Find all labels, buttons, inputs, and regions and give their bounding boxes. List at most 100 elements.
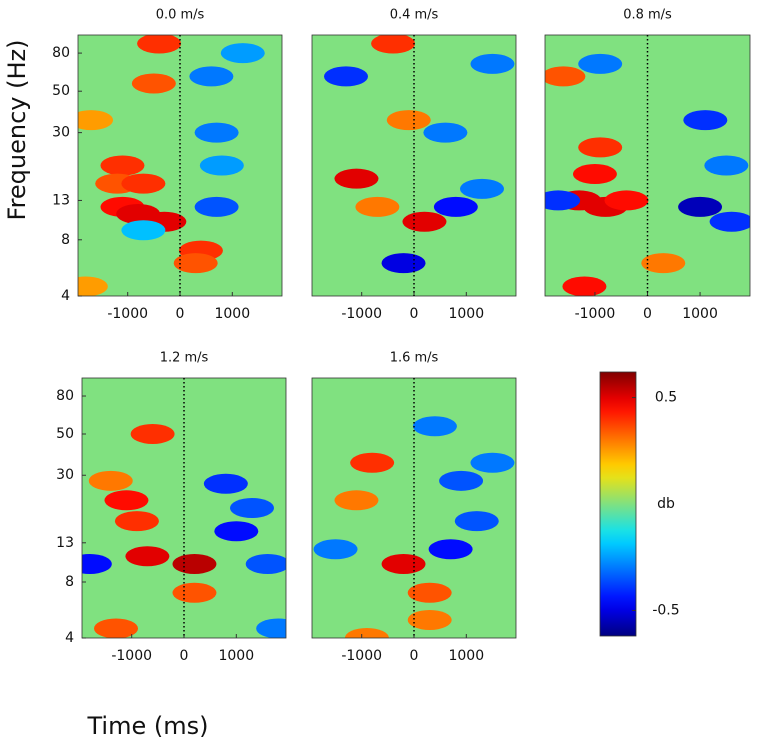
panel-title: 1.6 m/s xyxy=(390,351,439,366)
heat-blob xyxy=(572,164,617,185)
y-tick-label: 30 xyxy=(56,467,74,483)
heat-blob xyxy=(334,168,379,189)
y-tick-label: 80 xyxy=(56,388,74,404)
heat-blob xyxy=(88,470,133,491)
heat-blob xyxy=(386,110,431,131)
heat-blob xyxy=(78,110,114,131)
heat-blob xyxy=(121,173,166,194)
heat-blob xyxy=(194,122,239,143)
heat-blob xyxy=(114,511,159,532)
heat-blob xyxy=(604,190,649,211)
x-tick-label: 1000 xyxy=(448,648,484,664)
heat-blob xyxy=(313,539,358,560)
panel-title: 1.2 m/s xyxy=(160,351,209,366)
x-tick-label: 0 xyxy=(176,306,185,322)
heat-blob xyxy=(460,178,504,199)
heat-blob xyxy=(214,521,259,542)
heat-blob xyxy=(562,276,607,296)
heat-blob xyxy=(104,490,149,511)
heat-blob xyxy=(709,211,750,232)
x-axis-label: Time (ms) xyxy=(87,712,209,740)
heat-blob xyxy=(578,137,623,158)
heat-blob xyxy=(172,582,217,603)
y-tick-label: 8 xyxy=(65,574,74,590)
heat-blob xyxy=(137,35,182,54)
heat-blob xyxy=(230,498,274,518)
x-tick-label: 1000 xyxy=(214,306,250,322)
y-tick-label: 13 xyxy=(52,192,70,208)
x-tick-label: -1000 xyxy=(111,648,152,664)
heat-blob xyxy=(454,511,499,532)
heat-blob xyxy=(100,155,145,176)
panel-title: 0.8 m/s xyxy=(623,8,672,23)
heat-blob xyxy=(94,618,138,638)
y-tick-label: 50 xyxy=(56,426,74,442)
heat-blob xyxy=(189,66,234,87)
heat-blob xyxy=(350,452,395,473)
heat-blob xyxy=(199,155,244,176)
heat-blob xyxy=(423,122,468,143)
heat-blob xyxy=(78,276,108,296)
x-tick-label: 1000 xyxy=(448,306,484,322)
heat-blob xyxy=(439,470,484,491)
x-tick-label: 0 xyxy=(410,306,419,322)
heat-blob xyxy=(172,553,217,574)
heat-blob xyxy=(578,53,623,74)
y-tick-label: 13 xyxy=(56,535,74,551)
heat-blob xyxy=(125,546,170,567)
y-tick-label: 4 xyxy=(61,288,70,304)
y-tick-label: 50 xyxy=(52,83,70,99)
x-tick-label: -1000 xyxy=(341,648,382,664)
x-tick-label: 0 xyxy=(180,648,189,664)
colorbar-label: db xyxy=(657,496,675,512)
heat-blob xyxy=(121,220,166,241)
heat-blob xyxy=(678,196,723,217)
heat-blob xyxy=(641,253,686,274)
heat-blob xyxy=(470,452,515,473)
heat-blob xyxy=(412,416,457,437)
colorbar-tick-label: -0.5 xyxy=(652,602,679,618)
x-tick-label: 0 xyxy=(643,306,652,322)
heat-blob xyxy=(256,618,286,638)
heat-blob xyxy=(704,155,749,176)
heat-blob xyxy=(433,196,478,217)
heat-blob xyxy=(407,609,452,630)
x-tick-label: -1000 xyxy=(575,306,616,322)
y-tick-label: 4 xyxy=(65,630,74,646)
heat-blob xyxy=(82,553,112,574)
heat-blob xyxy=(407,582,452,603)
heat-blob xyxy=(334,490,379,511)
heatmap xyxy=(313,416,515,638)
heatmap xyxy=(324,35,515,274)
heat-blob xyxy=(470,53,515,74)
heat-blob xyxy=(203,473,248,494)
heat-blob xyxy=(194,196,239,217)
heat-blob xyxy=(130,423,175,444)
heat-blob xyxy=(683,110,728,131)
y-axis-label: Frequency (Hz) xyxy=(3,40,31,221)
heat-blob xyxy=(402,211,447,232)
heat-blob xyxy=(220,43,265,64)
x-tick-label: 1000 xyxy=(682,306,718,322)
heat-blob xyxy=(545,190,581,211)
y-tick-label: 8 xyxy=(61,232,70,248)
y-tick-label: 80 xyxy=(52,45,70,61)
heat-blob xyxy=(245,553,286,574)
heat-blob xyxy=(344,628,389,638)
heat-blob xyxy=(381,553,426,574)
x-tick-label: -1000 xyxy=(341,306,382,322)
heat-blob xyxy=(355,196,400,217)
heatmap xyxy=(78,35,265,296)
x-tick-label: -1000 xyxy=(107,306,148,322)
colorbar-tick-label: 0.5 xyxy=(655,390,677,406)
heat-blob xyxy=(545,66,586,87)
x-tick-label: 0 xyxy=(410,648,419,664)
heat-blob xyxy=(131,73,176,94)
y-tick-label: 30 xyxy=(52,125,70,141)
heat-blob xyxy=(381,253,426,274)
heat-blob xyxy=(371,35,416,54)
heat-blob xyxy=(173,253,218,274)
heat-blob xyxy=(428,539,473,560)
colorbar xyxy=(599,371,637,637)
x-tick-label: 1000 xyxy=(218,648,254,664)
